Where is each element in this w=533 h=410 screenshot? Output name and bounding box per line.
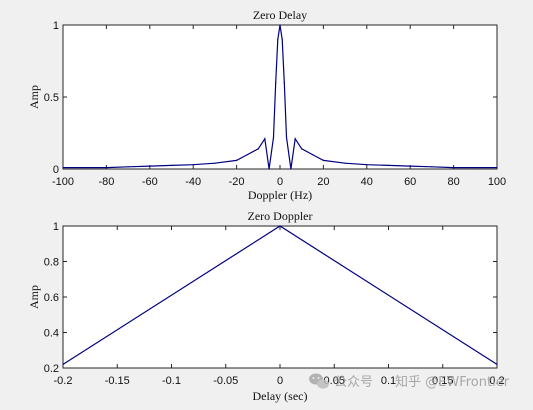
top-data-point: [279, 24, 281, 26]
wechat-icon: [309, 373, 329, 389]
top-x-tick-label: 60: [404, 176, 416, 188]
top-data-point: [409, 165, 411, 167]
top-x-tick-label: 20: [317, 176, 329, 188]
axes-box-bottom: [62, 225, 498, 369]
top-data-point: [268, 168, 270, 170]
top-data-point: [294, 138, 296, 140]
ticks-top: -100 -80 -60 -40 -20 0 20 40 60 80 100 0 0.5 1: [44, 20, 506, 188]
top-y-tick-label: 0.5: [44, 92, 59, 104]
bottom-y-tick-label: 0.8: [44, 257, 59, 269]
bottom-data-point: [62, 363, 64, 366]
top-x-tick-label: -100: [52, 176, 74, 188]
top-data-point: [277, 38, 279, 41]
top-data-point: [257, 148, 259, 150]
bottom-data-point: [279, 225, 281, 227]
top-data-point: [272, 136, 275, 138]
top-data-point: [275, 82, 277, 84]
x-axis-label-bottom: Delay (sec): [253, 389, 308, 403]
top-data-point: [62, 166, 64, 169]
top-x-tick-label: 100: [488, 176, 506, 188]
top-x-tick-label: 80: [447, 176, 459, 188]
bottom-x-tick-label: 0.2: [489, 375, 504, 387]
top-x-tick-label: -40: [185, 176, 201, 188]
top-x-tick-label: -60: [142, 176, 158, 188]
top-data-point: [344, 162, 346, 164]
series-top: [62, 24, 498, 170]
bottom-x-tick-label: -0.2: [54, 375, 73, 387]
top-data-point: [290, 168, 292, 170]
top-data-point: [236, 159, 238, 161]
bottom-y-tick-label: 0.2: [44, 363, 59, 375]
top-data-point: [149, 165, 151, 167]
top-data-point: [301, 148, 303, 150]
bottom-x-tick-label: -0.15: [105, 375, 130, 387]
top-data-point: [496, 166, 498, 169]
top-y-tick-label: 0: [53, 164, 59, 176]
bottom-y-tick-label: 0.6: [44, 292, 59, 304]
watermark-text: 知乎 @EWFrontier: [395, 374, 510, 390]
top-data-point: [246, 154, 249, 156]
bottom-x-tick-label: -0.1: [162, 375, 181, 387]
top-data-point: [387, 164, 390, 166]
x-axis-label-top: Doppler (Hz): [248, 188, 312, 202]
top-data-point: [192, 164, 194, 166]
bottom-x-tick-label: 0.15: [432, 375, 453, 387]
top-data-point: [283, 82, 285, 84]
top-data-point: [281, 38, 283, 41]
top-x-tick-label: -20: [229, 176, 245, 188]
top-data-point: [431, 166, 433, 168]
bottom-y-tick-label: 0.4: [44, 328, 59, 340]
top-data-point: [322, 159, 324, 161]
top-data-point: [366, 164, 368, 166]
chart-title-top: Zero Delay: [253, 8, 307, 22]
watermark: 公众号 知乎 @EWFrontier: [309, 373, 510, 390]
series-bottom: [62, 225, 498, 366]
y-axis-label-top: Amp: [27, 85, 41, 109]
top-data-point: [84, 166, 86, 169]
y-axis-label-bottom: Amp: [27, 285, 41, 309]
bottom-x-tick-label: 0.1: [381, 375, 396, 387]
top-data-point: [264, 138, 266, 140]
top-data-point: [170, 164, 173, 166]
top-data-point: [214, 162, 216, 164]
top-x-tick-label: 0: [277, 176, 283, 188]
bottom-y-tick-label: 1: [53, 221, 59, 233]
top-y-tick-label: 1: [53, 20, 59, 32]
top-data-point: [105, 166, 107, 169]
bottom-data-point: [496, 363, 498, 366]
bottom-x-tick-label: 0: [277, 375, 283, 387]
top-x-tick-label: 40: [361, 176, 373, 188]
top-data-point: [311, 154, 314, 156]
watermark-subtext: 公众号: [334, 375, 373, 390]
top-data-point: [474, 166, 476, 169]
top-data-point: [127, 166, 129, 168]
top-x-tick-label: -80: [98, 176, 114, 188]
chart-title-bottom: Zero Doppler: [248, 209, 313, 223]
top-data-point: [285, 136, 288, 138]
bottom-x-tick-label: -0.05: [213, 375, 238, 387]
axes-box-top: [62, 24, 498, 170]
plot-zero-doppler: Zero Doppler -0.2 -0.15 -0.1 -0.05 0 0.05 0.1 0…: [27, 209, 505, 403]
top-data-point: [453, 166, 455, 169]
plot-zero-delay: Zero Delay -100 -80 -60 -40 -20 0 20 40 60 80 100 0…: [27, 8, 506, 202]
